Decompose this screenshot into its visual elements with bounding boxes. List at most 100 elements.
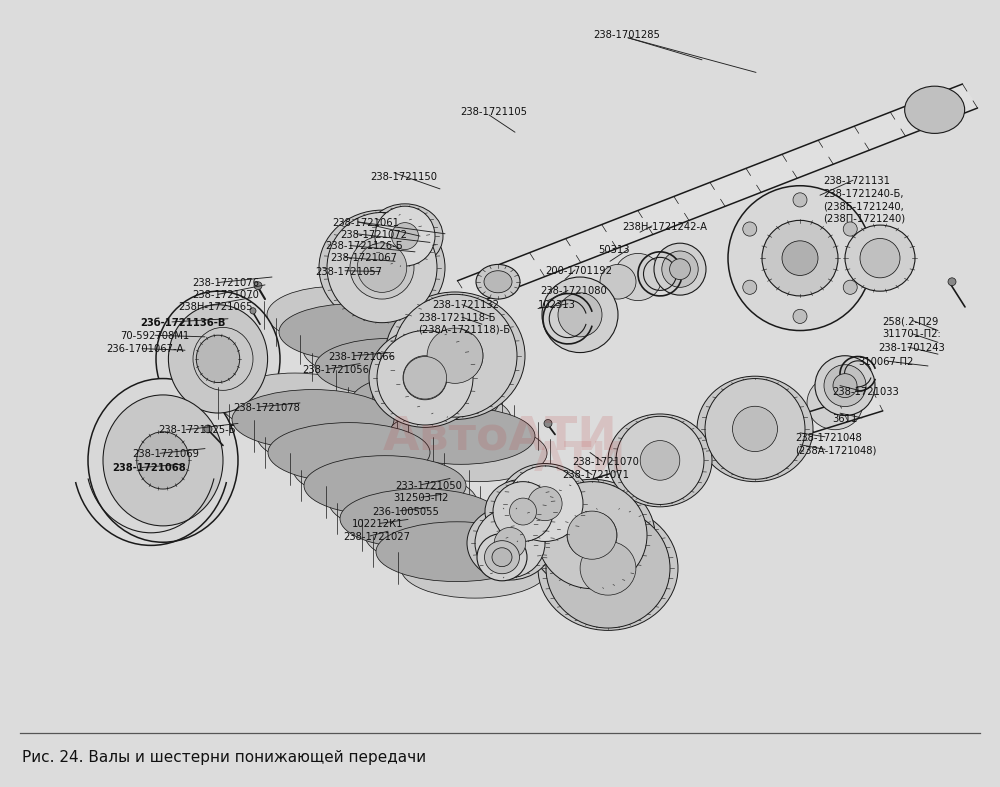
- Ellipse shape: [204, 425, 212, 433]
- Ellipse shape: [484, 271, 512, 293]
- Ellipse shape: [833, 374, 857, 397]
- Text: 238-1721048: 238-1721048: [795, 433, 862, 442]
- Ellipse shape: [137, 432, 189, 489]
- Ellipse shape: [293, 439, 441, 499]
- Polygon shape: [457, 84, 978, 305]
- Ellipse shape: [567, 512, 617, 559]
- Ellipse shape: [168, 305, 268, 413]
- Ellipse shape: [401, 538, 549, 598]
- Ellipse shape: [376, 522, 538, 582]
- Ellipse shape: [743, 280, 757, 294]
- Text: 238-1721033: 238-1721033: [832, 387, 899, 397]
- Ellipse shape: [614, 253, 662, 301]
- Text: 238-1721068: 238-1721068: [112, 464, 186, 473]
- Text: 238-1721131: 238-1721131: [823, 176, 890, 186]
- Text: 238-1721061: 238-1721061: [332, 218, 399, 227]
- Ellipse shape: [542, 277, 618, 353]
- Text: 50313: 50313: [598, 246, 630, 255]
- Ellipse shape: [567, 511, 617, 560]
- Text: 238-1721126-Б: 238-1721126-Б: [325, 242, 403, 251]
- Text: 3611: 3611: [832, 414, 857, 423]
- Text: 238-1721027: 238-1721027: [343, 532, 410, 541]
- Ellipse shape: [393, 294, 517, 417]
- Ellipse shape: [662, 251, 698, 287]
- Text: 238-1721080: 238-1721080: [540, 286, 607, 296]
- Text: 238-1721069: 238-1721069: [132, 449, 199, 459]
- Ellipse shape: [580, 541, 636, 595]
- Ellipse shape: [403, 356, 447, 400]
- Ellipse shape: [815, 356, 875, 416]
- Ellipse shape: [728, 186, 872, 331]
- Ellipse shape: [221, 373, 369, 433]
- Text: (238А-1721048): (238А-1721048): [795, 445, 876, 455]
- Ellipse shape: [538, 506, 678, 630]
- Ellipse shape: [88, 379, 238, 542]
- Ellipse shape: [510, 498, 536, 525]
- Ellipse shape: [743, 222, 757, 236]
- Text: 312503-П2: 312503-П2: [393, 493, 448, 503]
- Text: Рис. 24. Валы и шестерни понижающей передачи: Рис. 24. Валы и шестерни понижающей пере…: [22, 750, 426, 765]
- Text: (238Б-1721240,: (238Б-1721240,: [823, 201, 904, 211]
- Ellipse shape: [467, 506, 553, 580]
- Text: 238-1721105: 238-1721105: [460, 107, 527, 116]
- Text: 258(.2-П29: 258(.2-П29: [882, 316, 938, 326]
- Ellipse shape: [499, 464, 591, 544]
- Ellipse shape: [315, 338, 463, 395]
- Ellipse shape: [477, 534, 527, 581]
- Ellipse shape: [948, 278, 956, 286]
- Text: 238-1721125-Б: 238-1721125-Б: [158, 426, 236, 435]
- Ellipse shape: [257, 406, 405, 466]
- Ellipse shape: [279, 304, 427, 360]
- Ellipse shape: [529, 479, 655, 591]
- Ellipse shape: [319, 210, 445, 325]
- Text: 102212К1: 102212К1: [352, 519, 404, 529]
- Ellipse shape: [476, 264, 520, 299]
- Ellipse shape: [600, 264, 636, 299]
- Ellipse shape: [843, 280, 857, 294]
- Ellipse shape: [268, 423, 430, 482]
- Ellipse shape: [528, 486, 562, 521]
- Text: (238А-1721118)-Б: (238А-1721118)-Б: [418, 325, 510, 334]
- Ellipse shape: [494, 527, 526, 559]
- Ellipse shape: [507, 466, 583, 541]
- Ellipse shape: [485, 479, 561, 544]
- Text: 102313: 102313: [538, 300, 576, 309]
- Ellipse shape: [357, 243, 407, 293]
- Text: 238-1721056: 238-1721056: [302, 365, 369, 375]
- Ellipse shape: [351, 373, 499, 430]
- Ellipse shape: [697, 376, 813, 482]
- Ellipse shape: [403, 357, 447, 399]
- Ellipse shape: [484, 541, 520, 574]
- Ellipse shape: [367, 204, 443, 268]
- Ellipse shape: [558, 293, 602, 337]
- Text: 238-1721067: 238-1721067: [330, 253, 397, 263]
- Ellipse shape: [843, 222, 857, 236]
- Text: 200-1701192: 200-1701192: [545, 266, 612, 275]
- Ellipse shape: [365, 505, 513, 565]
- Ellipse shape: [782, 241, 818, 275]
- Text: 238-1721132: 238-1721132: [432, 301, 499, 310]
- Ellipse shape: [254, 282, 262, 290]
- Ellipse shape: [427, 328, 483, 383]
- Ellipse shape: [339, 356, 475, 412]
- Ellipse shape: [537, 482, 647, 589]
- Ellipse shape: [616, 416, 704, 504]
- Ellipse shape: [193, 327, 253, 390]
- Text: 238-1721057: 238-1721057: [315, 267, 382, 276]
- Ellipse shape: [733, 407, 777, 451]
- Ellipse shape: [196, 335, 240, 382]
- Text: 238-1701243: 238-1701243: [878, 343, 945, 353]
- Ellipse shape: [267, 286, 403, 343]
- Ellipse shape: [475, 508, 545, 578]
- Ellipse shape: [103, 395, 223, 526]
- Ellipse shape: [427, 329, 483, 382]
- Ellipse shape: [705, 379, 805, 479]
- Ellipse shape: [385, 292, 525, 419]
- Ellipse shape: [654, 243, 706, 295]
- Ellipse shape: [377, 331, 473, 425]
- Ellipse shape: [793, 309, 807, 323]
- Ellipse shape: [493, 482, 553, 541]
- Text: 233-1721050: 233-1721050: [395, 481, 462, 490]
- Text: АвтоАТИ: АвтоАТИ: [383, 414, 617, 460]
- Text: 238-1701285: 238-1701285: [593, 31, 660, 40]
